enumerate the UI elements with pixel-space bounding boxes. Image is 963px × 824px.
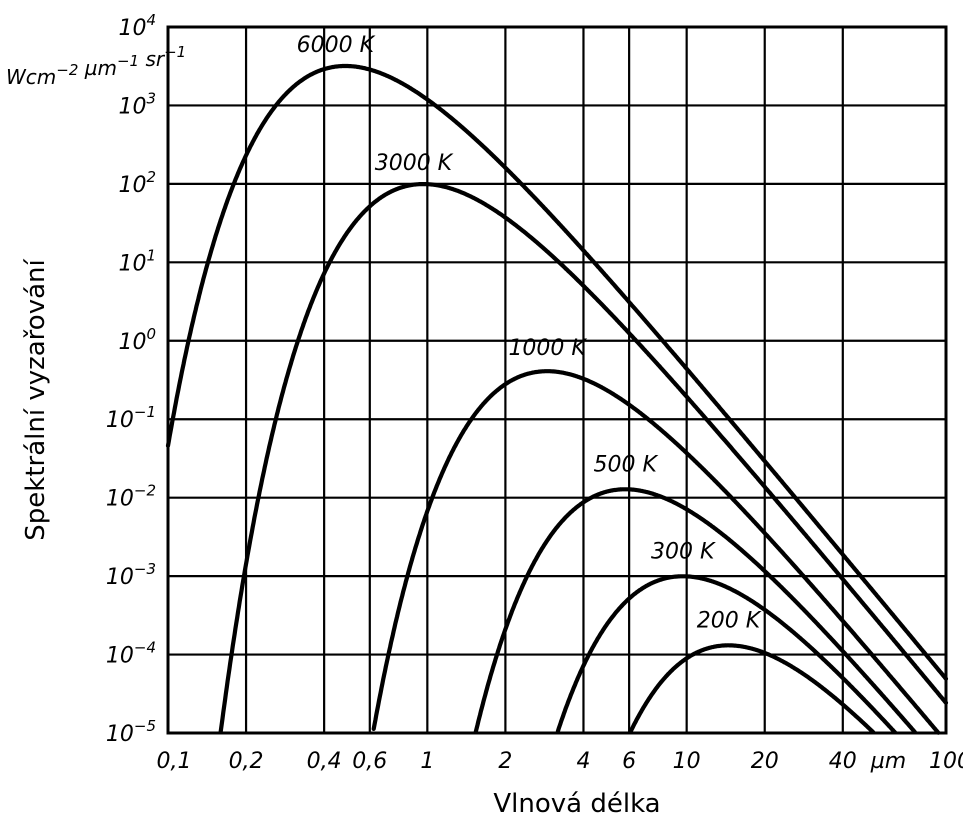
y-tick-label: 10−4 <box>106 639 156 669</box>
y-tick-label: 10−3 <box>106 560 156 590</box>
y-tick-label: 101 <box>118 246 156 276</box>
x-tick-label: 100 <box>929 749 963 774</box>
x-tick-label: 10 <box>673 749 701 774</box>
curve-label-1000k: 1000 K <box>508 336 587 361</box>
x-tick-label: 40 <box>829 749 857 774</box>
y-tick-label: 104 <box>118 11 156 41</box>
curve-300k <box>555 574 898 735</box>
x-axis-title: Vlnová délka <box>493 789 660 819</box>
x-tick-label: 0,6 <box>352 749 387 774</box>
labels: 10−510−410−310−210−1100101102103104Wcm−2… <box>6 11 963 819</box>
x-tick-label: 1 <box>420 749 434 774</box>
x-unit-label: µm <box>870 749 906 774</box>
grid <box>168 27 946 733</box>
curves <box>165 63 949 735</box>
curve-label-3000k: 3000 K <box>375 151 454 176</box>
x-tick-label: 20 <box>751 749 779 774</box>
x-tick-label: 0,4 <box>307 749 342 774</box>
y-tick-label: 10−2 <box>106 482 156 512</box>
curve-500k <box>473 487 917 735</box>
x-tick-label: 2 <box>498 749 512 774</box>
curve-6000k <box>165 63 949 681</box>
y-tick-label: 10−5 <box>106 717 156 747</box>
curve-label-200k: 200 K <box>697 608 762 633</box>
plot-frame <box>166 25 948 735</box>
x-tick-label: 6 <box>622 749 636 774</box>
curve-1000k <box>371 369 941 735</box>
curve-3000k <box>218 182 949 734</box>
y-tick-label: 102 <box>118 168 156 198</box>
y-unit-label: Wcm−2 µm−1 sr−1 <box>6 43 186 89</box>
x-tick-label: 0,1 <box>157 749 192 774</box>
curve-label-300k: 300 K <box>651 539 716 564</box>
x-tick-label: 4 <box>576 749 590 774</box>
x-tick-label: 0,2 <box>229 749 264 774</box>
y-tick-label: 10−1 <box>106 403 156 433</box>
y-tick-label: 103 <box>118 89 156 119</box>
y-axis-title: Spektrální vyzařování <box>21 258 51 540</box>
curve-label-500k: 500 K <box>594 452 659 477</box>
curve-label-6000k: 6000 K <box>297 33 376 58</box>
y-tick-label: 100 <box>118 325 156 355</box>
curve-200k <box>628 643 876 735</box>
